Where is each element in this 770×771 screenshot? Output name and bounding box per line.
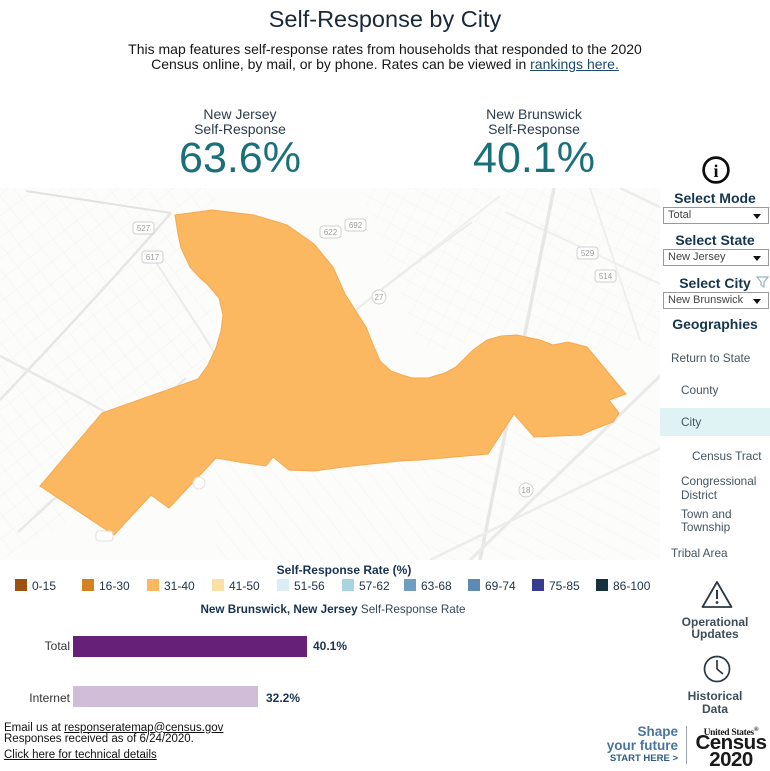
svg-text:i: i xyxy=(713,161,718,181)
svg-text:514: 514 xyxy=(599,272,613,281)
svg-text:692: 692 xyxy=(349,221,363,230)
svg-text:617: 617 xyxy=(146,253,160,262)
svg-text:527: 527 xyxy=(137,224,151,233)
svg-text:27: 27 xyxy=(375,293,384,302)
svg-text:529: 529 xyxy=(581,249,595,258)
svg-text:622: 622 xyxy=(324,228,338,237)
svg-text:18: 18 xyxy=(522,486,531,495)
